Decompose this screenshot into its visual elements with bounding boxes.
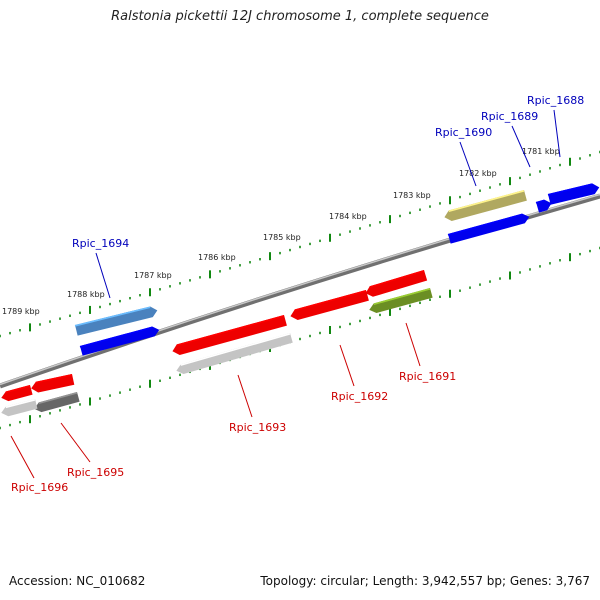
gene-arrow-rpic-1692 [290,290,369,321]
labels-layer: 1781 kbp 1782 kbp 1783 kbp 1784 kbp 1785 kbp… [2,94,584,494]
gene-arrow-rpic-1690-strand [447,213,530,244]
gene-leader-line [511,125,531,168]
gene-arrow-rpic-1696-strand [1,399,38,417]
gene-leader-line [10,435,35,479]
gene-leader-line [459,141,477,187]
gene-leader-line [553,109,561,158]
gene-label-rpic-1691: Rpic_1691 [399,370,456,383]
gene-arrow-rpic-1696 [1,385,33,402]
kbp-label: 1782 kbp [459,169,497,178]
kbp-label: 1784 kbp [329,212,367,221]
kbp-label: 1783 kbp [393,191,431,200]
gene-arrow-rpic-1693-strand [176,333,293,374]
gene-label-rpic-1693: Rpic_1693 [229,421,286,434]
gene-label-rpic-1690: Rpic_1690 [435,126,492,139]
gene-leader-line [95,252,111,299]
gene-arrow-rpic-1688 [547,183,600,205]
genes-layer [1,183,600,417]
kbp-label: 1785 kbp [263,233,301,242]
kbp-label: 1786 kbp [198,253,236,262]
gene-leader-line [60,422,91,463]
gene-label-rpic-1695: Rpic_1695 [67,466,124,479]
gene-leader-line [339,344,355,387]
gene-arrow-rpic-1692-b [365,270,428,297]
page-title: Ralstonia pickettii 12J chromosome 1, co… [111,9,489,24]
topology-text: Topology: circular; Length: 3,942,557 bp… [260,574,590,588]
gene-arrow-rpic-1693 [172,315,287,356]
kbp-label: 1781 kbp [522,147,560,156]
gene-leader-line [237,374,253,418]
gene-arrow-rpic-1694 [74,306,158,336]
gene-label-rpic-1696: Rpic_1696 [11,481,68,494]
ticks-layer [0,150,600,430]
gene-label-rpic-1692: Rpic_1692 [331,390,388,403]
kbp-label: 1789 kbp [2,307,40,316]
gene-label-rpic-1688: Rpic_1688 [527,94,584,107]
gene-leader-line [405,322,421,367]
gene-label-rpic-1694: Rpic_1694 [72,237,129,250]
gene-arrow-rpic-1691 [369,288,433,314]
accession-text: Accession: NC_010682 [9,574,146,588]
gene-arrow-rpic-1690-shadow [444,190,527,222]
gene-arrow-rpic-1695-red [31,374,75,393]
kbp-label: 1787 kbp [134,271,172,280]
gene-arrow-rpic-1689 [535,199,552,213]
gene-arrow-rpic-1695 [34,392,80,413]
gene-label-rpic-1689: Rpic_1689 [481,110,538,123]
kbp-label: 1788 kbp [67,290,105,299]
gene-arrow-rpic-1694-strand [79,326,160,356]
